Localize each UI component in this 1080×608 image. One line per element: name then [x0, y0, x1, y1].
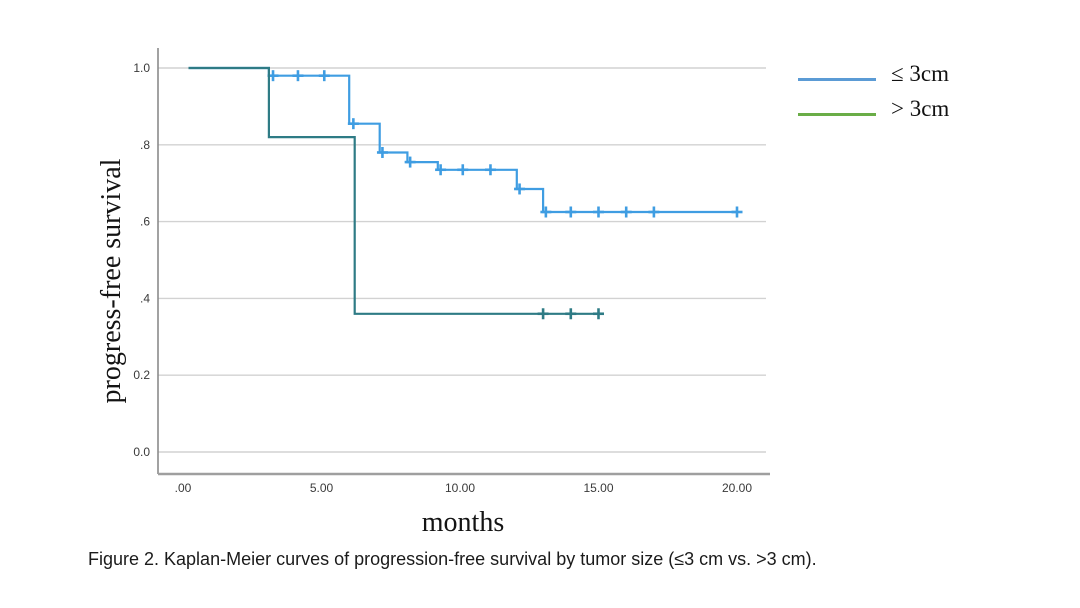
series-curve-le-3cm: [188, 66, 737, 214]
legend-swatch-gt3cm-line: [798, 113, 876, 116]
series-curve-gt-3cm: [188, 66, 603, 315]
figure-caption: Figure 2. Kaplan-Meier curves of progres…: [88, 549, 817, 569]
x-tick-label: 20.00: [722, 481, 752, 495]
x-tick-label: .00: [175, 481, 192, 495]
x-tick-label: 15.00: [583, 481, 613, 495]
legend-label-gt3cm: > 3cm: [891, 96, 950, 121]
y-tick-label: 0.0: [133, 445, 150, 459]
y-tick-label: 0.2: [133, 368, 150, 382]
legend: ≤ 3cm > 3cm: [798, 56, 949, 126]
x-axis-title: months: [421, 507, 505, 538]
y-tick-label: .6: [140, 215, 150, 229]
legend-item-le3cm: ≤ 3cm: [798, 56, 949, 91]
y-tick-label: .4: [140, 291, 150, 305]
legend-label-le3cm: ≤ 3cm: [891, 61, 949, 86]
legend-item-gt3cm: > 3cm: [798, 91, 949, 126]
y-axis-title: progress-free survival: [96, 158, 127, 404]
x-tick-label: 5.00: [310, 481, 334, 495]
x-tick-label: 10.00: [445, 481, 475, 495]
legend-swatch-le3cm-line: [798, 78, 876, 81]
y-tick-label: .8: [140, 138, 150, 152]
y-tick-label: 1.0: [133, 61, 150, 75]
